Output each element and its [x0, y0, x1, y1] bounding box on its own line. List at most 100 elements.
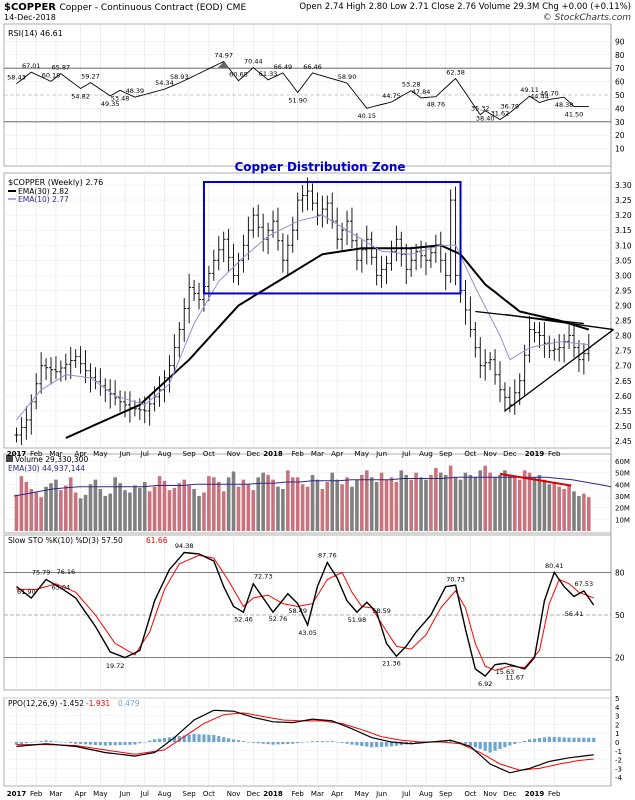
volume-bar	[434, 468, 438, 531]
rsi-tick-label: 80	[615, 51, 625, 60]
volume-bar	[478, 470, 483, 531]
ppo-histogram-bar	[108, 742, 112, 746]
x-axis-label-bottom: Apr	[75, 790, 87, 798]
x-axis-label-top: Jul	[140, 450, 150, 458]
chart-symbol: $COPPER Copper - Continuous Contract (EO…	[4, 2, 246, 13]
ppo-histogram-bar	[449, 740, 453, 742]
volume-bar	[157, 476, 162, 531]
volume-bar	[345, 477, 349, 531]
rsi-value-label: 49.35	[101, 100, 120, 108]
volume-bar	[290, 477, 295, 531]
volume-trendline	[499, 472, 572, 487]
volume-bar	[24, 482, 29, 531]
sto-value-label: 67.53	[575, 580, 594, 588]
price-tick-label: 2.60	[615, 392, 632, 401]
ppo-histogram-bar	[251, 742, 255, 743]
rsi-value-label: 59.27	[81, 73, 100, 81]
x-axis-label-bottom: Apr	[331, 790, 343, 798]
ppo-tick-label: 3	[615, 713, 619, 721]
ppo-histogram-bar	[217, 736, 221, 742]
volume-bar	[276, 486, 280, 531]
volume-bar	[374, 482, 379, 531]
ppo-histogram-bar	[340, 742, 344, 743]
ppo-histogram-bar	[355, 742, 359, 746]
volume-bar	[295, 477, 300, 531]
rsi-value-label: 35.32	[471, 105, 490, 113]
volume-bar	[488, 472, 492, 531]
ppo-histogram-bar	[138, 742, 142, 744]
ppo-histogram-bar	[291, 742, 295, 744]
ppo-histogram-bar	[409, 742, 413, 744]
ppo-histogram-bar	[212, 734, 216, 742]
ppo-histogram-bar	[241, 741, 246, 742]
price-tick-label: 3.20	[615, 211, 632, 220]
ppo-histogram-bar	[64, 742, 68, 743]
volume-bar	[409, 479, 413, 531]
rsi-value-label: 40.15	[357, 112, 376, 120]
ppo-tick-label: -3	[615, 765, 622, 773]
volume-bar	[44, 486, 48, 531]
rsi-tick-label: 20	[615, 131, 625, 140]
volume-bar	[498, 475, 502, 531]
ppo-histogram-bar	[557, 737, 561, 742]
volume-bar	[586, 497, 591, 531]
volume-bar	[527, 472, 532, 531]
ppo-histogram-bar	[148, 740, 152, 742]
sto-value-label: 58.59	[372, 607, 391, 615]
volume-bar	[443, 475, 448, 531]
sto-tick-label: 20	[615, 654, 625, 663]
sto-value-label: 75.79	[32, 568, 51, 576]
ppo-histogram-bar	[488, 742, 492, 753]
volume-tick-label: 60M	[615, 458, 630, 466]
x-axis-label-top: 2018	[263, 450, 283, 458]
price-tick-label: 2.45	[615, 437, 632, 446]
x-axis-label-top: Oct	[464, 450, 476, 458]
volume-bar	[187, 485, 191, 531]
ppo-histogram-bar	[118, 742, 122, 746]
x-axis-label-top: Feb	[30, 450, 43, 458]
sto-value-label: 15.63	[496, 668, 515, 676]
volume-tick-label: 50M	[615, 470, 630, 478]
ppo-histogram-bar	[384, 742, 389, 747]
ppo-histogram-bar	[54, 741, 58, 742]
rsi-value-label: 49.11	[520, 86, 539, 94]
ppo-histogram-bar	[458, 742, 463, 743]
volume-bar	[142, 482, 147, 531]
ppo-histogram-bar	[483, 742, 487, 751]
rsi-value-label: 44.44	[530, 92, 549, 100]
x-axis-label-top: Dec	[247, 450, 261, 458]
ppo-histogram-bar	[227, 738, 231, 742]
x-axis-label-top: Jul	[401, 450, 411, 458]
volume-bar	[197, 496, 201, 531]
volume-legend: Volume 29,330,300	[15, 455, 88, 464]
ppo-histogram-bar	[93, 742, 98, 745]
volume-bar	[305, 486, 310, 531]
ppo-histogram-bar	[296, 742, 300, 744]
volume-bar	[483, 465, 487, 531]
sto-value-label: 51.98	[348, 616, 367, 624]
rsi-value-label: 62.38	[446, 68, 465, 76]
ppo-tick-label: 4	[615, 704, 620, 712]
rsi-value-label: 53.28	[402, 81, 421, 89]
ppo-histogram-bar	[271, 742, 275, 745]
ppo-histogram-bar	[577, 737, 581, 742]
x-axis-label-bottom: Dec	[503, 790, 517, 798]
ppo-tick-label: -1	[615, 748, 622, 756]
ppo-histogram-bar	[587, 737, 591, 742]
volume-bar	[517, 479, 522, 531]
x-axis-label-bottom: Aug	[158, 790, 172, 798]
ppo-histogram-bar	[44, 740, 48, 742]
ppo-histogram-bar	[542, 737, 546, 742]
price-tick-label: 2.70	[615, 362, 632, 371]
volume-tick-label: 20M	[615, 505, 630, 513]
volume-bar	[582, 493, 586, 531]
sto-value-label: 11.67	[505, 673, 524, 681]
volume-bar	[281, 489, 285, 531]
chart-title: Copper Distribution Zone	[234, 160, 405, 174]
rsi-overbought-fill	[217, 61, 230, 69]
price-tick-label: 3.25	[615, 196, 632, 205]
rsi-tick-label: 30	[615, 118, 625, 127]
volume-bar	[39, 497, 43, 531]
volume-bar	[389, 477, 394, 531]
rsi-value-label: 31.62	[491, 110, 510, 118]
